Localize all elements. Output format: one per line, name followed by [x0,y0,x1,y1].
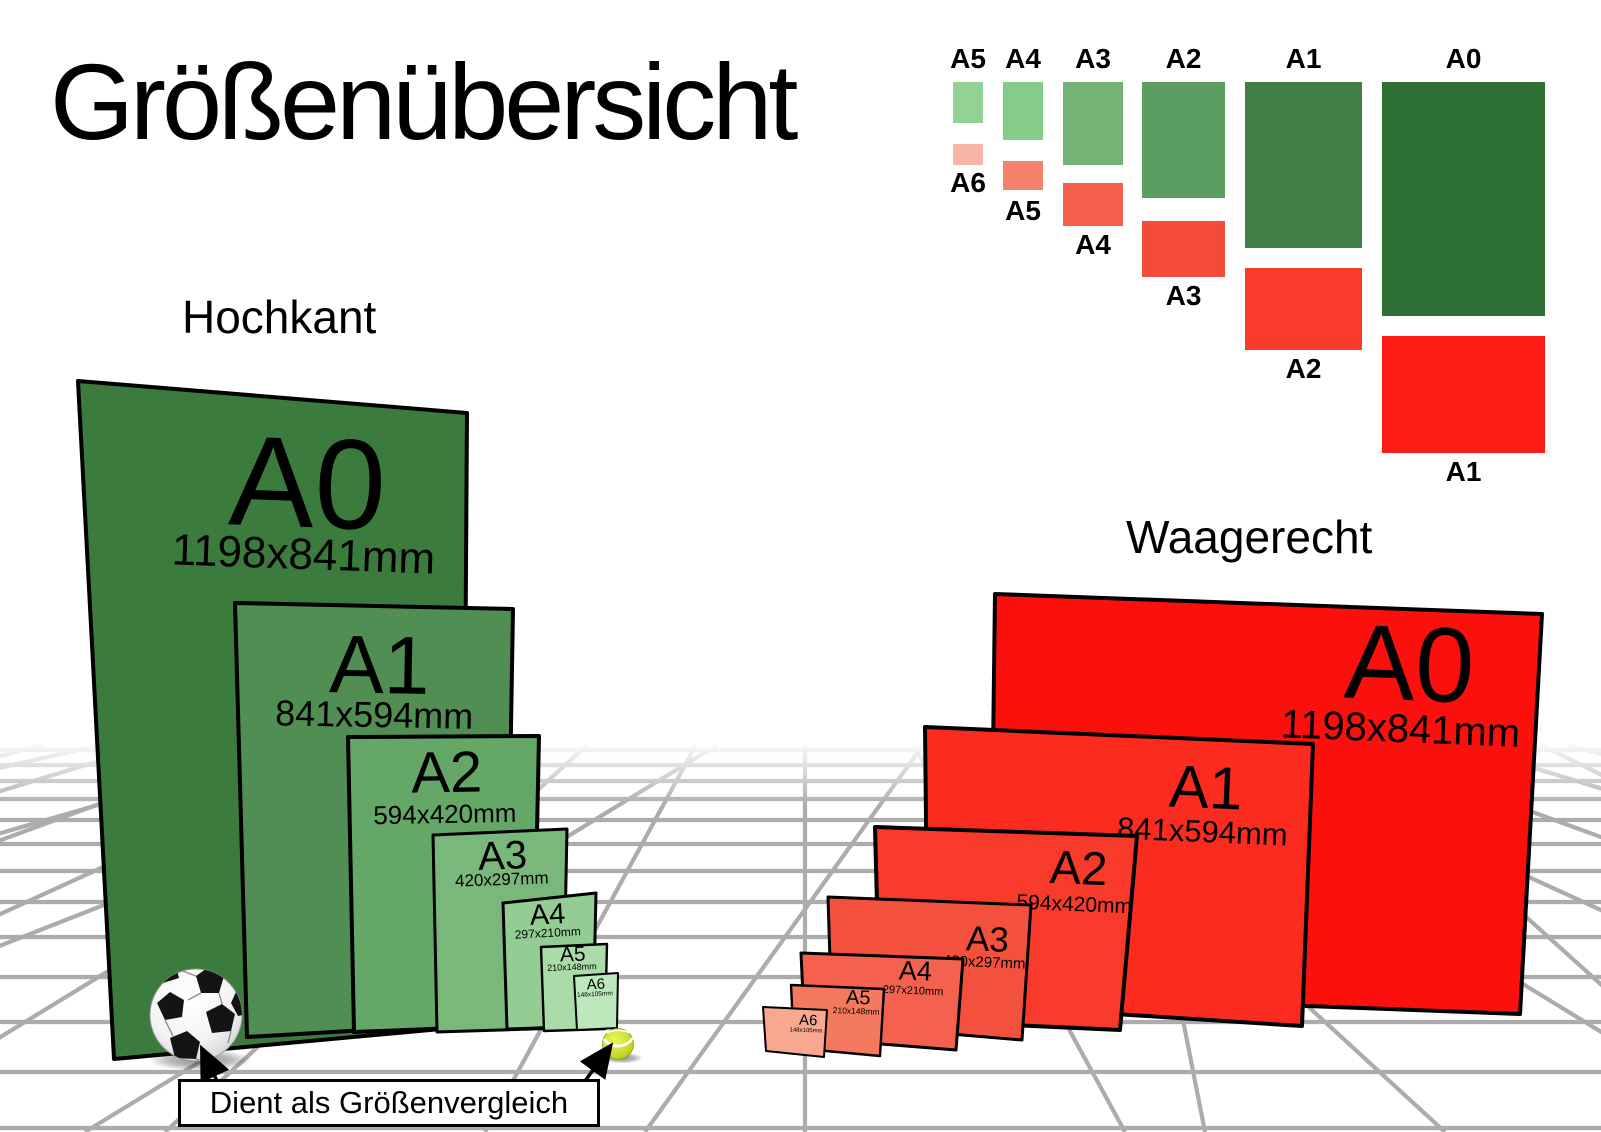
legend-bottom-label-a4: A4 [1075,229,1111,260]
arrow-to-tennis-ball [579,1042,614,1083]
legend-bottom-label-a3: A3 [1165,280,1202,311]
legend-green-swatch-a0 [1382,82,1545,316]
portrait-sheet-a0-dims: 1198x841mm [171,525,436,583]
landscape-sheet-a0-dims: 1198x841mm [1280,702,1521,756]
landscape-sheet-a2-dims: 594x420mm [1016,891,1132,919]
landscape-sheet-a5-dims: 210x148mm [833,1005,880,1017]
landscape-sheet-a6 [762,1006,828,1058]
landscape-stack: A0 1198x841mm A1 841x594mm A2 594x420mm … [762,592,1544,1058]
landscape-sheet-a1-name: A1 [1168,753,1244,823]
legend-top-label-a1: A1 [1285,43,1322,74]
portrait-sheet-a4-dims: 297x210mm [514,924,581,941]
landscape-sheet-a1-dims: 841x594mm [1116,811,1288,853]
portrait-sheet-a0-name: A0 [227,409,388,557]
legend-top-label-a4: A4 [1005,43,1041,74]
legend-top-label-a5: A5 [950,43,986,74]
portrait-sheet-a4-name: A4 [529,898,566,932]
legend-green-swatch-a2 [1142,82,1225,198]
page-title: Größenübersicht [50,41,798,162]
legend-red-swatch-a5 [1003,161,1043,190]
legend-red-swatch-a2 [1245,268,1362,350]
legend-green-swatch-a3 [1063,82,1123,165]
tennis-ball [601,1028,643,1064]
legend-red-swatch-a4 [1063,183,1123,226]
grid-line [0,742,307,836]
portrait-section-label: Hochkant [182,291,377,343]
portrait-stack: A0 1198x841mm A1 841x594mm A2 594x420mm … [76,379,619,1061]
portrait-sheet-a3-name: A3 [477,833,527,879]
landscape-section-label: Waagerecht [1126,511,1373,563]
legend-green-swatch-a5 [953,82,983,123]
legend-green-swatch-a4 [1003,82,1043,140]
legend-top-label-a0: A0 [1445,43,1482,74]
legend-red-swatch-a3 [1142,221,1225,277]
legend-red-swatch-a1 [1382,336,1545,453]
portrait-sheet-a6 [573,972,619,1031]
legend-green-swatch-a1 [1245,82,1362,248]
size-comparison-caption: Dient als Größenvergleich [178,1079,600,1127]
portrait-sheet-a1-name: A1 [329,619,431,712]
portrait-sheet-a2-name: A2 [411,739,483,805]
caption-arrows [200,1042,614,1084]
legend-bottom-label-a5: A5 [1005,195,1041,226]
legend-red-swatch-a6 [953,144,983,165]
landscape-sheet-a5-name: A5 [846,987,871,1010]
portrait-sheet-a1-dims: 841x594mm [275,692,474,736]
portrait-sheet-a5-name: A5 [560,943,586,967]
grid-line [643,743,925,1132]
arrow-to-soccer-ball [200,1044,230,1084]
portrait-sheet-a6-name: A6 [586,976,605,994]
landscape-sheet-a0-name: A0 [1342,602,1476,725]
landscape-sheet-a2-name: A2 [1049,840,1109,895]
legend-top-label-a3: A3 [1075,43,1111,74]
legend-top-label-a2: A2 [1165,43,1202,74]
legend-bottom-label-a1: A1 [1445,456,1482,487]
landscape-sheet-a3-name: A3 [965,919,1009,960]
portrait-sheet-a2-dims: 594x420mm [373,798,517,830]
landscape-sheet-a4-name: A4 [898,955,932,986]
landscape-sheet-a6-name: A6 [799,1012,818,1030]
landscape-sheet-a4-dims: 297x210mm [883,984,944,998]
landscape-sheet-a6-dims: 148x105mm [789,1027,822,1034]
portrait-sheet-a3-dims: 420x297mm [455,868,549,890]
legend-bottom-label-a2: A2 [1285,353,1322,384]
portrait-sheet-a5-dims: 210x148mm [547,961,597,973]
portrait-sheet-a6-dims: 148x105mm [577,990,613,999]
legend-bottom-label-a6: A6 [950,167,986,198]
